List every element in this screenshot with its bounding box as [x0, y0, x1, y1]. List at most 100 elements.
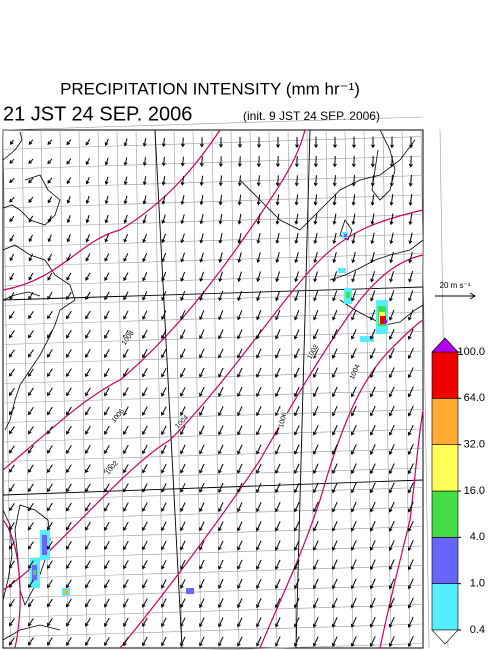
wind-arrowhead: [28, 238, 33, 243]
wind-arrowhead: [199, 182, 204, 187]
wind-arrow: [332, 348, 338, 359]
wind-arrow: [66, 579, 72, 588]
wind-arrow: [66, 637, 72, 646]
wind-arrowhead: [123, 469, 127, 474]
wind-arrow: [104, 253, 110, 262]
wind-arrow: [256, 482, 262, 493]
wind-arrowhead: [331, 412, 336, 417]
wind-arrow: [370, 328, 376, 340]
wind-arrow: [162, 214, 166, 224]
wind-arrowhead: [388, 566, 393, 571]
wind-arrow: [389, 636, 395, 647]
wind-arrowhead: [388, 508, 393, 513]
wind-arrow: [47, 521, 53, 531]
wind-arrowhead: [123, 603, 127, 608]
wind-arrowhead: [218, 220, 223, 225]
wind-arrowhead: [104, 296, 108, 301]
wind-arrowhead: [180, 565, 184, 570]
wind-arrowhead: [104, 642, 108, 647]
wind-arrowhead: [104, 392, 108, 397]
wind-arrowhead: [66, 160, 71, 165]
wind-arrow: [351, 405, 357, 416]
wind-arrowhead: [66, 526, 70, 531]
wind-arrowhead: [104, 430, 108, 435]
wind-arrowhead: [256, 469, 260, 474]
wind-arrowhead: [237, 316, 241, 321]
wind-arrowhead: [237, 297, 241, 302]
wind-arrow: [313, 309, 319, 320]
wind-arrow: [142, 560, 148, 569]
wind-arrowhead: [388, 489, 393, 494]
wind-arrowhead: [123, 431, 127, 435]
wind-arrowhead: [350, 546, 355, 551]
wind-arrowhead: [332, 201, 337, 206]
wind-arrow: [257, 232, 261, 244]
wind-arrow: [180, 636, 186, 646]
wind-arrow: [47, 177, 53, 184]
wind-arrowhead: [275, 259, 280, 264]
wind-arrowhead: [350, 604, 355, 609]
wind-arrowhead: [407, 393, 412, 398]
wind-arrowhead: [47, 411, 51, 416]
wind-arrowhead: [85, 200, 90, 205]
wind-arrowhead: [9, 315, 13, 320]
graticule-line: [21, 129, 31, 649]
wind-arrow: [408, 444, 414, 455]
wind-arrow: [239, 175, 241, 186]
wind-arrow: [28, 330, 34, 338]
wind-arrowhead: [28, 218, 33, 223]
wind-arrow: [28, 637, 34, 646]
wind-arrowhead: [350, 585, 355, 590]
wind-arrow: [237, 444, 243, 454]
graticule-line: [78, 129, 88, 649]
wind-arrowhead: [369, 566, 374, 571]
wind-arrowhead: [199, 469, 203, 474]
wind-arrowhead: [408, 163, 413, 168]
wind-arrow: [351, 540, 357, 551]
wind-arrowhead: [104, 238, 109, 243]
wind-arrowhead: [275, 278, 280, 283]
wind-arrowhead: [180, 296, 184, 301]
wind-arrow: [66, 445, 72, 454]
wind-arrow: [276, 252, 280, 263]
wind-arrowhead: [28, 603, 32, 608]
wind-arrowhead: [312, 431, 317, 436]
wind-arrow: [389, 597, 395, 608]
wind-arrowhead: [352, 144, 356, 149]
wind-arrow: [256, 406, 262, 416]
wind-arrowhead: [407, 412, 412, 417]
wind-arrowhead: [388, 623, 393, 628]
wind-arrow: [332, 636, 338, 647]
wind-arrowhead: [369, 393, 374, 398]
wind-arrow: [123, 483, 129, 492]
wind-arrowhead: [238, 144, 242, 148]
wind-arrowhead: [294, 489, 298, 494]
wind-arrowhead: [161, 143, 166, 148]
wind-arrowhead: [350, 393, 355, 398]
wind-arrowhead: [104, 411, 108, 416]
wind-arrow: [104, 502, 110, 512]
wind-arrowhead: [142, 469, 146, 474]
title: PRECIPITATION INTENSITY (mm hr⁻¹): [60, 79, 360, 98]
wind-arrow: [28, 387, 34, 396]
wind-arrowhead: [180, 258, 185, 263]
wind-arrow: [199, 540, 205, 550]
wind-arrowhead: [85, 622, 89, 627]
wind-arrowhead: [256, 527, 260, 532]
wind-arrow: [181, 175, 185, 185]
wind-arrowhead: [237, 489, 241, 493]
wind-arrow: [352, 251, 356, 263]
wind-arrowhead: [256, 278, 261, 283]
wind-arrowhead: [256, 297, 260, 302]
colorbar-segment: [431, 444, 459, 492]
wind-arrow: [294, 309, 300, 320]
wind-arrowhead: [237, 546, 241, 551]
wind-arrowhead: [389, 316, 393, 321]
graticule-line: [2, 155, 424, 170]
wind-arrowhead: [123, 296, 127, 301]
wind-arrow: [314, 213, 318, 225]
wind-arrow: [180, 540, 186, 550]
wind-arrowhead: [256, 642, 260, 647]
graticule-line: [192, 129, 202, 649]
wind-arrow: [28, 349, 34, 358]
